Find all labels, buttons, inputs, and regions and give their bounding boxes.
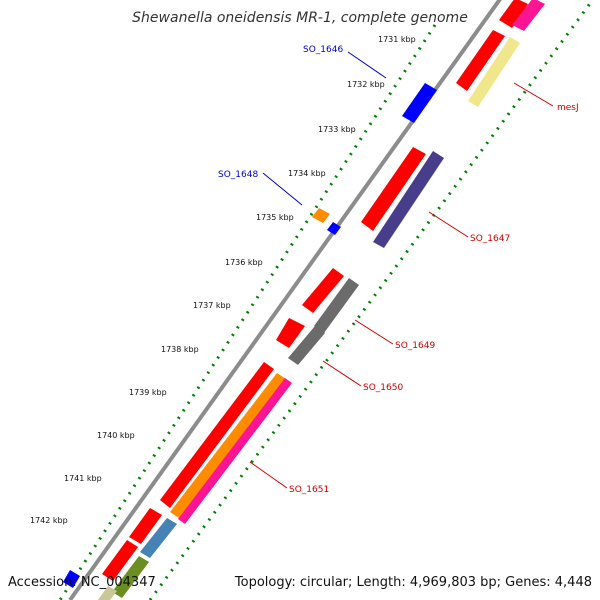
tick-label: 1740 kbp [97,431,135,440]
leader-line [347,51,387,79]
feature-small-orange [312,208,330,223]
cds-block-forward [456,30,505,91]
feature-light-bottom [98,586,117,600]
accession-text: Accession: NC_004347 [8,575,156,590]
tick-label: 1742 kbp [30,516,68,525]
leader-line [262,172,303,206]
tick-label: 1734 kbp [288,169,326,178]
cds-block-reverse [402,83,437,123]
tick-labels: 1731 kbp 1732 kbp 1733 kbp 1734 kbp 1735… [30,35,416,525]
gene-label-SO_1651[interactable]: SO_1651 [289,485,329,495]
topology-summary: Topology: circular; Length: 4,969,803 bp… [234,575,592,590]
tick-label: 1739 kbp [129,388,167,397]
tick-label: 1737 kbp [193,301,231,310]
tick-label: 1735 kbp [256,213,294,222]
leader-line [249,461,288,489]
genome-backbone [68,0,502,600]
tick-label: 1738 kbp [161,345,199,354]
cds-block-forward [102,540,138,581]
tick-label: 1736 kbp [225,258,263,267]
cds-block-forward [302,268,344,313]
feature-steel [140,518,177,558]
outer-dotted-guide [58,24,437,600]
tick-label: 1741 kbp [64,474,102,483]
cds-block-forward [361,147,426,231]
tick-label: 1733 kbp [318,125,356,134]
leader-line [322,360,362,387]
cds-block-forward [160,362,274,508]
gene-label-mesJ[interactable]: mesJ [557,103,579,113]
cds-block-forward [276,318,305,348]
gene-label-SO_1649[interactable]: SO_1649 [395,341,435,351]
feature-SO_1647 [373,151,444,248]
gene-label-SO_1647[interactable]: SO_1647 [470,234,510,244]
tick-label: 1732 kbp [347,80,385,89]
map-title: Shewanella oneidensis MR-1, complete gen… [132,10,468,26]
tick-label: 1731 kbp [378,35,416,44]
gene-label-SO_1646[interactable]: SO_1646 [303,45,343,55]
cds-block-reverse [63,570,80,588]
leader-line [513,82,554,107]
feature-mesJ [468,37,520,107]
feature-SO_1650 [288,326,325,365]
feature-olive [112,556,149,598]
cds-block-forward [499,0,528,28]
gene-label-SO_1648[interactable]: SO_1648 [218,170,258,180]
gene-label-SO_1650[interactable]: SO_1650 [363,383,403,393]
leader-line [354,319,394,345]
cds-block-forward [129,508,162,544]
leader-line [428,211,469,238]
feature-SO_1649 [314,278,359,333]
cds-block-reverse [327,222,341,235]
feature-SO_1651-orange [170,373,286,518]
feature-pink-top [512,0,545,31]
inner-dotted-guide [148,0,595,600]
feature-pink-long [178,378,292,524]
